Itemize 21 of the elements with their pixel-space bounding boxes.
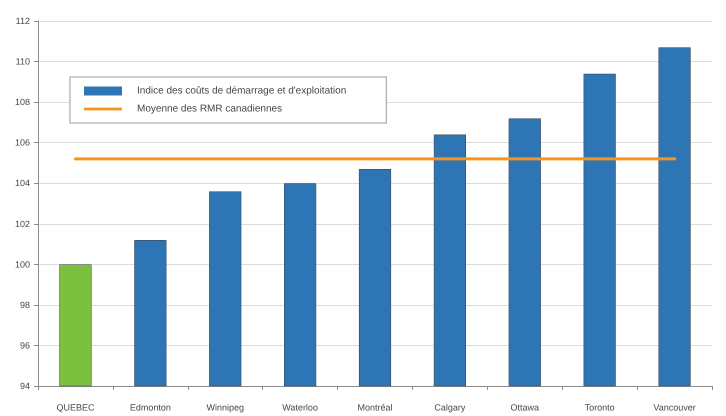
x-tick-label: Ottawa bbox=[510, 402, 540, 412]
x-tick-label: Winnipeg bbox=[206, 402, 244, 412]
y-tick-label: 94 bbox=[20, 381, 30, 391]
x-tick-label: Toronto bbox=[584, 402, 615, 412]
y-tick-label: 104 bbox=[14, 178, 30, 188]
y-tick-label: 112 bbox=[16, 16, 30, 26]
x-tick-label: Montréal bbox=[357, 402, 393, 412]
x-tick-label: Calgary bbox=[434, 402, 466, 412]
y-tick-label: 110 bbox=[16, 56, 30, 67]
x-tick-label: QUEBEC bbox=[56, 402, 95, 412]
y-tick-label: 98 bbox=[20, 300, 30, 310]
x-tick-label: Edmonton bbox=[130, 402, 171, 412]
y-tick-label: 102 bbox=[14, 218, 30, 229]
y-tick-label: 106 bbox=[14, 138, 30, 148]
x-tick-label: Waterloo bbox=[282, 402, 318, 412]
legend-label: Indice des coûts de démarrage et d'exploitation bbox=[137, 86, 346, 96]
y-tick-label: 96 bbox=[20, 340, 30, 350]
y-tick-label: 100 bbox=[14, 259, 30, 270]
x-tick-label: Vancouver bbox=[653, 402, 696, 412]
legend-label: Moyenne des RMR canadiennes bbox=[137, 104, 282, 114]
y-tick-label: 108 bbox=[14, 97, 30, 108]
